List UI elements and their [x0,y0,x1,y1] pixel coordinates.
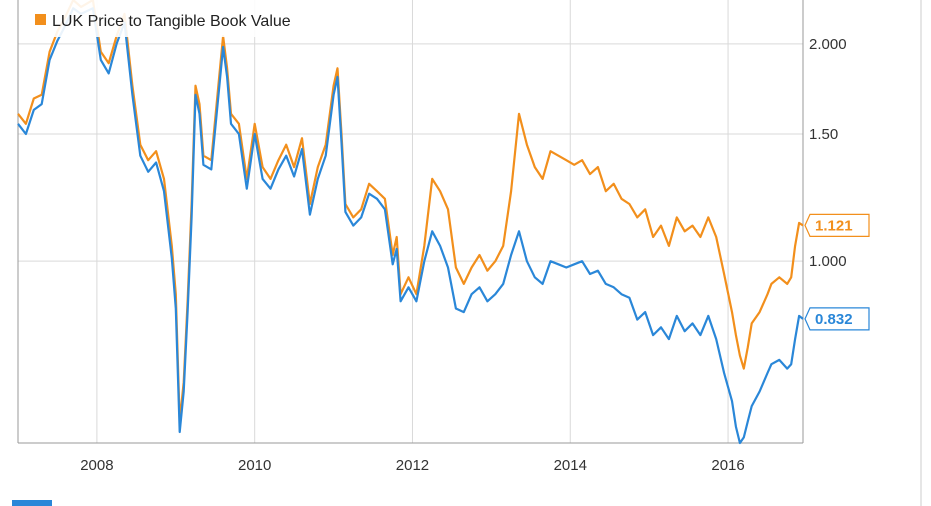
y-tick-label: 1.50 [809,126,838,143]
x-tick-label: 2012 [396,457,429,474]
x-tick-label: 2008 [80,457,113,474]
legend: LUK Price to Tangible Book Value [22,0,362,37]
end-labels: 1.121 0.832 [804,213,870,331]
gridlines [18,0,803,443]
legend-background [22,0,362,37]
ycharts-logo [12,500,52,506]
series-line-1 [17,7,804,445]
legend-entry-label: LUK Price to Tangible Book Value [52,13,291,30]
end-label-value: 0.832 [815,311,853,328]
end-label-box [804,213,870,237]
end-label-0: 1.121 [804,213,870,237]
end-label-1: 0.832 [804,307,870,331]
legend-swatch [35,14,46,25]
end-label-box [804,307,870,331]
footer [12,500,52,506]
y-tick-label: 1.000 [809,253,847,270]
y-tick-label: 2.000 [809,36,847,53]
plot-frame [17,0,922,506]
series-layer [17,0,804,445]
axis-layer: 2008 2010 2012 2014 2016 1.000 1.50 2.000 [80,36,846,474]
end-label-value: 1.121 [815,217,853,234]
x-tick-label: 2010 [238,457,271,474]
x-tick-label: 2016 [711,457,744,474]
x-tick-label: 2014 [554,457,587,474]
series-line-0 [17,0,804,423]
